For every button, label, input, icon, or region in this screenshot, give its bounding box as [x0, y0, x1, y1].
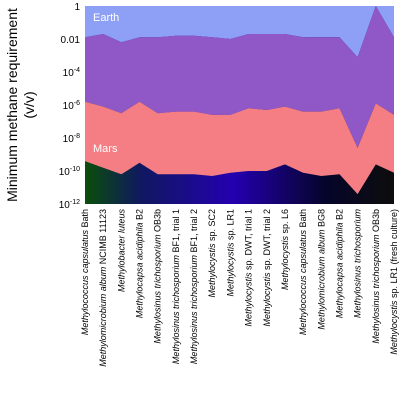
y-tick-label: 10-12	[59, 199, 80, 211]
mars-label: Mars	[93, 143, 118, 155]
x-category-label: Methylocystis sp. DWT, trial 1	[244, 209, 254, 327]
y-tick-label: 10-10	[59, 166, 80, 178]
y-tick-label: 10-8	[63, 133, 80, 145]
earth-label: Earth	[93, 12, 119, 24]
x-category-label: Methylocystis sp. L6	[280, 209, 290, 290]
x-category-label: Methylocapsa acidiphila B2	[335, 209, 345, 318]
x-category-label: Methylosinus trichosporium BF1, trial 2	[189, 209, 199, 364]
intermediate-region	[85, 6, 394, 148]
x-category-label: Methylosinus trichosporium OB3b	[153, 209, 163, 344]
x-category-label: Methylocystis sp. LR1 (fresh culture)	[389, 209, 399, 355]
x-category-label: Methylococcus capsulatus Bath	[80, 209, 90, 335]
y-tick-label: 0.01	[61, 35, 81, 46]
x-axis-category-labels: Methylococcus capsulatus Bath Methylomicr…	[80, 209, 399, 367]
x-category-label: Methylocystis sp. LR1	[225, 209, 235, 297]
mars-region	[85, 101, 394, 195]
y-tick-label: 10-4	[63, 67, 80, 79]
y-tick-label: 10-6	[63, 100, 80, 112]
x-category-label: Methylocapsa acidiphila B2	[135, 209, 145, 318]
y-axis-title: Minimum methane requirement(v/v)	[4, 8, 37, 202]
x-category-label: Methylosinus trichosporium OB3b	[371, 209, 381, 344]
x-category-label: Methylocystis sp. DWT, trial 2	[262, 209, 272, 327]
plot-area: Earth Mars	[85, 6, 394, 204]
y-axis-title-text: Minimum methane requirement(v/v)	[4, 8, 37, 202]
x-category-label: Methylocystis sp. SC2	[207, 209, 217, 298]
x-category-label: Methylococcus capsulatus Bath	[298, 209, 308, 335]
y-tick-label: 1	[74, 2, 80, 13]
earth-region	[85, 6, 394, 58]
x-category-label: Methylosinus trichosporium	[353, 209, 363, 319]
x-category-label: Methylomicrobium album NCIMB 11123	[98, 209, 108, 367]
x-category-label: Methylomicrobium album BG8	[316, 209, 326, 330]
x-category-label: Methylosinus trichosporium BF1, trial 1	[171, 209, 181, 364]
x-category-label: Methylobacter luteus	[116, 209, 126, 293]
y-axis-ticks: 1 0.01 10-4 10-6 10-8 10-10 10-12	[59, 2, 81, 211]
